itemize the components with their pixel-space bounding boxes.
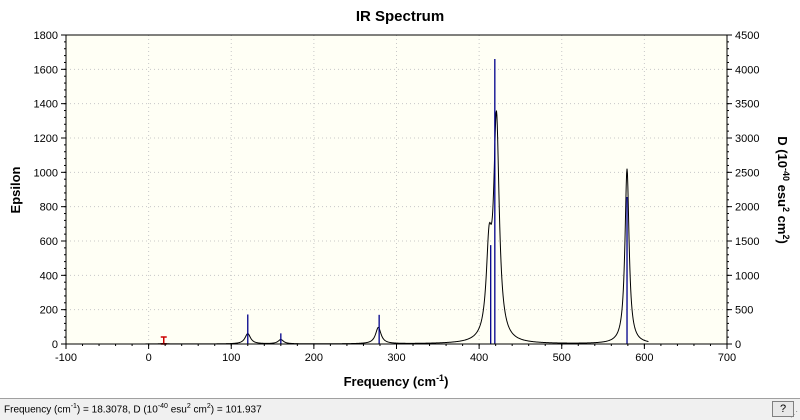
x-tick-label: -100 — [55, 352, 77, 364]
y-right-tick-label: 2500 — [735, 167, 759, 179]
y-right-tick-label: 2000 — [735, 202, 759, 214]
x-tick-label: 200 — [305, 352, 323, 364]
x-tick-label: 600 — [635, 352, 653, 364]
status-readout: Frequency (cm-1) = 18.3078, D (10-40 esu… — [4, 403, 262, 416]
y-left-tick-label: 1000 — [34, 167, 58, 179]
status-bar: Frequency (cm-1) = 18.3078, D (10-40 esu… — [0, 398, 800, 420]
y-right-tick-label: 4500 — [735, 30, 759, 42]
chart-title: IR Spectrum — [356, 8, 444, 25]
y-right-tick-label: 3000 — [735, 133, 759, 145]
x-axis-label: Frequency (cm-1) — [344, 373, 449, 389]
y-left-tick-label: 1200 — [34, 133, 58, 145]
y-right-tick-label: 500 — [735, 305, 753, 317]
x-tick-label: 500 — [553, 352, 571, 364]
y-left-tick-label: 1600 — [34, 64, 58, 76]
y-left-tick-label: 400 — [40, 270, 58, 282]
plot-area[interactable] — [66, 35, 727, 344]
y-right-tick-label: 4000 — [735, 64, 759, 76]
y-axis-left-label: Epsilon — [8, 166, 23, 213]
y-axis-right: 0 500 1000 1500 2000 2500 3000 3500 4000 4500 — [727, 30, 759, 351]
y-right-tick-label: 3500 — [735, 99, 759, 111]
y-left-tick-label: 200 — [40, 305, 58, 317]
x-tick-label: 700 — [718, 352, 736, 364]
y-right-tick-label: 0 — [735, 339, 741, 351]
x-tick-label: 300 — [387, 352, 405, 364]
y-left-tick-label: 1800 — [34, 30, 58, 42]
y-axis-left: 0 200 400 600 800 1000 1200 1400 1600 1800 — [34, 30, 66, 351]
y-left-tick-label: 1400 — [34, 99, 58, 111]
y-right-tick-label: 1000 — [735, 270, 759, 282]
x-tick-label: 100 — [222, 352, 240, 364]
resize-grip-icon[interactable]: ⋰ — [790, 410, 798, 419]
x-tick-label: 400 — [470, 352, 488, 364]
x-axis: -100 0 100 200 300 400 500 600 700 — [55, 344, 736, 364]
intensity-sticks-group — [163, 59, 628, 344]
y-left-tick-label: 0 — [52, 339, 58, 351]
ir-spectrum-window: IR Spectrum -100 0 100 200 300 400 500 600 700 0… — [0, 0, 800, 398]
x-tick-label: 0 — [146, 352, 152, 364]
help-button[interactable]: ? — [772, 401, 794, 417]
y-right-tick-label: 1500 — [735, 236, 759, 248]
y-left-tick-label: 800 — [40, 202, 58, 214]
ir-spectrum-chart[interactable]: IR Spectrum -100 0 100 200 300 400 500 600 700 0… — [0, 0, 800, 398]
y-left-tick-label: 600 — [40, 236, 58, 248]
y-axis-right-label: D (10-40 esu2 cm2) — [775, 136, 791, 244]
